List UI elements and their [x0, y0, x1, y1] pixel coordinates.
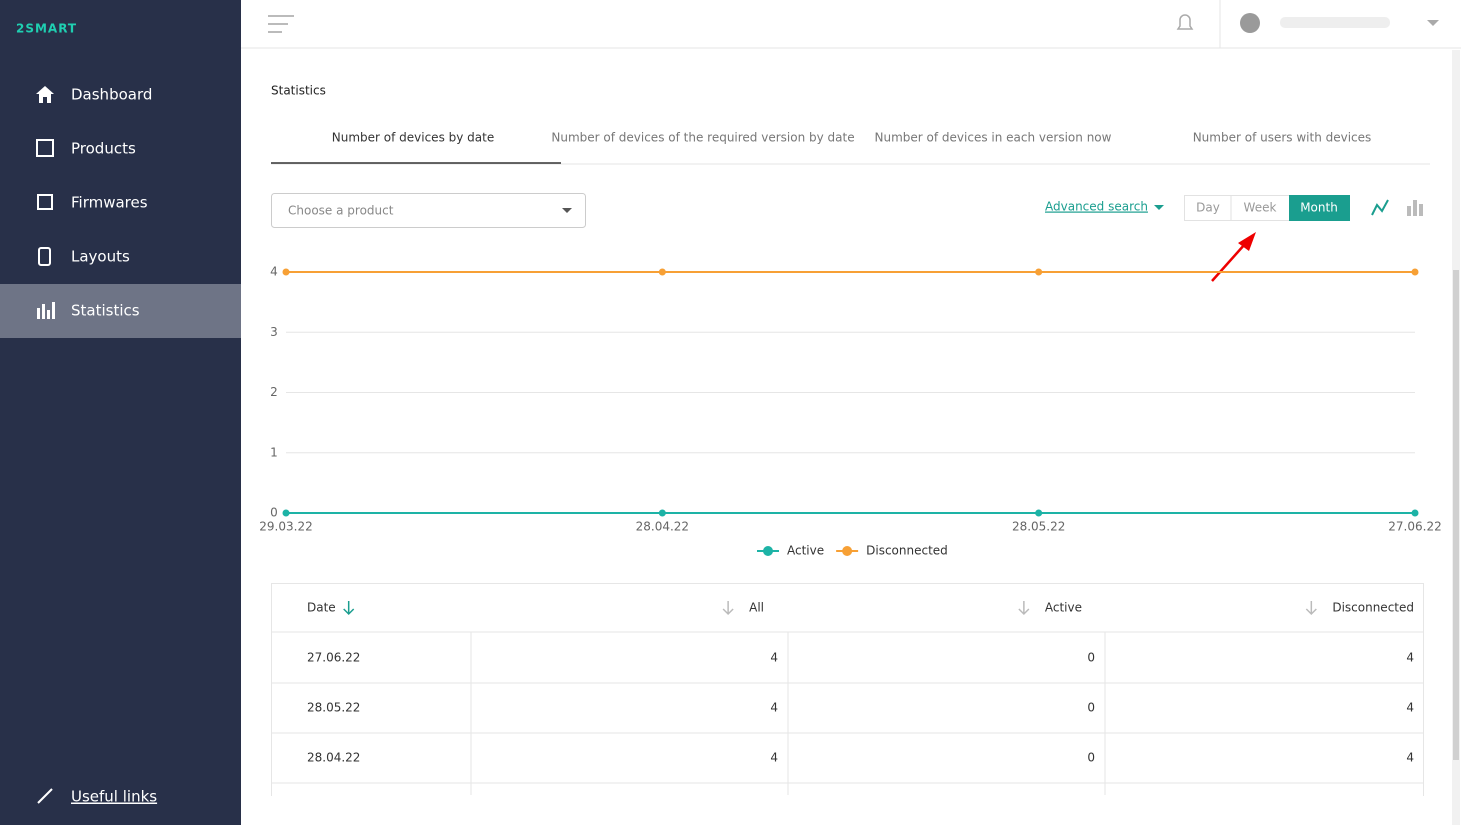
legend-marker [842, 546, 853, 556]
icon-stat [37, 308, 40, 319]
y-tick-label: 4 [270, 265, 278, 279]
nav-item[interactable]: Layouts [71, 248, 130, 266]
nav-icons [36, 86, 55, 804]
sort-arrow[interactable] [722, 601, 734, 616]
legend-label[interactable]: Disconnected [866, 544, 948, 558]
tab[interactable]: Number of users with devices [1193, 131, 1372, 145]
icon-products [36, 139, 54, 157]
table-cell: 4 [770, 751, 778, 765]
y-tick-label: 2 [270, 385, 278, 399]
x-tick-label: 27.06.22 [1388, 520, 1441, 534]
bar-chart-toggle[interactable] [1407, 200, 1423, 216]
advanced-search-caret [1154, 205, 1164, 210]
nav-item[interactable]: Products [71, 140, 136, 158]
column-header[interactable]: Disconnected [1332, 601, 1414, 615]
period-button[interactable]: Month [1300, 201, 1338, 215]
nav-item[interactable]: Firmwares [71, 194, 148, 212]
user-menu-caret[interactable] [1427, 20, 1439, 26]
nav-item[interactable]: Dashboard [71, 86, 152, 104]
sort-arrow[interactable] [343, 601, 355, 616]
line-chart-toggle[interactable] [1371, 199, 1389, 216]
table-cell: 4 [1406, 651, 1414, 665]
y-tick-label: 0 [270, 506, 278, 520]
icon-home [36, 86, 54, 103]
column-header[interactable]: All [749, 601, 764, 615]
annotation-arrow [1211, 232, 1256, 282]
table-cell: 0 [1087, 751, 1095, 765]
page-title: Statistics [271, 84, 326, 98]
icon-layouts [38, 247, 51, 266]
legend-marker [763, 546, 773, 556]
data-point [1411, 509, 1419, 517]
column-header[interactable]: Active [1045, 601, 1082, 615]
data-point [1035, 268, 1043, 276]
table-cell: 28.05.22 [307, 701, 360, 715]
user-email-blurred [1280, 17, 1390, 28]
legend-label[interactable]: Active [787, 544, 824, 558]
logo: 2SMART [16, 22, 77, 36]
x-tick-label: 28.04.22 [636, 520, 689, 534]
tab[interactable]: Number of devices of the required versio… [551, 131, 854, 145]
y-tick-label: 3 [270, 325, 278, 339]
y-tick-label: 1 [270, 445, 278, 459]
table-cell: 0 [1087, 701, 1095, 715]
data-point [658, 268, 666, 276]
data-point [282, 268, 290, 276]
tab[interactable]: Number of devices in each version now [875, 131, 1112, 145]
x-tick-label: 29.03.22 [259, 520, 312, 534]
sidebar [0, 0, 241, 825]
advanced-search[interactable]: Advanced search [1045, 200, 1148, 214]
table-cell: 4 [770, 701, 778, 715]
column-header[interactable]: Date [307, 601, 336, 615]
period-button[interactable]: Week [1244, 201, 1277, 215]
sort-arrow[interactable] [1305, 601, 1317, 616]
period-button[interactable]: Day [1196, 201, 1220, 215]
tab[interactable]: Number of devices by date [332, 131, 494, 145]
product-select[interactable] [271, 193, 586, 228]
period-active-bg [1289, 195, 1350, 221]
useful-links[interactable]: Useful links [71, 788, 157, 806]
icon-stat [42, 304, 45, 319]
data-point [1411, 268, 1419, 276]
menu-toggle[interactable] [268, 15, 294, 33]
select-caret [562, 208, 572, 213]
icon-firmwares [37, 194, 53, 210]
icon-link [37, 788, 53, 804]
icon-stat [52, 302, 55, 319]
table-cell: 4 [1406, 701, 1414, 715]
table-cell: 28.04.22 [307, 751, 360, 765]
nav-item[interactable]: Statistics [71, 302, 140, 320]
nav-active-bg [0, 284, 241, 338]
x-tick-label: 28.05.22 [1012, 520, 1065, 534]
sort-arrow[interactable] [1018, 601, 1030, 616]
icon-stat [47, 310, 50, 319]
table-cell: 4 [1406, 751, 1414, 765]
data-point [1035, 509, 1043, 517]
table-cell: 27.06.22 [307, 651, 360, 665]
data-point [658, 509, 666, 517]
notifications[interactable] [1176, 14, 1194, 30]
table-cell: 4 [770, 651, 778, 665]
data-point [282, 509, 290, 517]
user-avatar[interactable] [1240, 13, 1260, 33]
scrollbar-thumb[interactable] [1453, 270, 1459, 760]
table-frame [271, 583, 1424, 804]
table-cutoff [241, 796, 1452, 825]
product-select-placeholder: Choose a product [288, 204, 394, 218]
table-cell: 0 [1087, 651, 1095, 665]
